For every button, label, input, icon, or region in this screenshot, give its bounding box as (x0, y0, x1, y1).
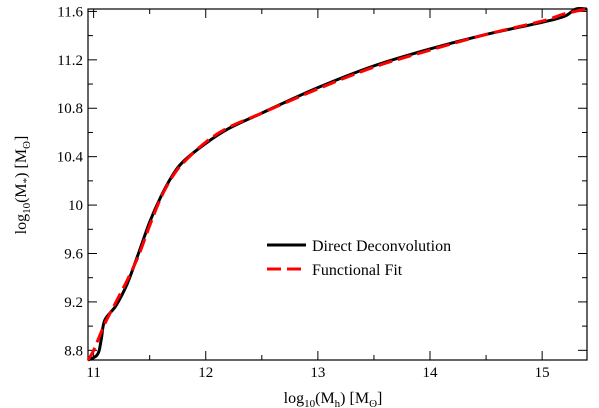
plot-area-frame (87, 8, 588, 361)
y-tick-label: 10.8 (57, 101, 83, 117)
y-tick-label: 10 (68, 198, 83, 214)
y-tick-label: 11.2 (57, 53, 83, 69)
x-tick-label: 13 (310, 365, 325, 381)
x-axis-label: log10(Mh) [Mʘ] (284, 390, 383, 408)
y-tick-label: 11.6 (57, 4, 83, 20)
series-line-direct-deconvolution (87, 6, 588, 362)
x-tick-label: 11 (86, 365, 100, 381)
y-tick-label: 9.2 (64, 295, 83, 311)
series-line-functional-fit (86, 7, 588, 361)
y-axis-label: log10(M*) [Mʘ] (13, 136, 33, 235)
x-tick-label: 14 (423, 365, 439, 381)
x-tick-label: 12 (198, 365, 213, 381)
x-tick-label: 15 (535, 365, 550, 381)
y-tick-label: 10.4 (57, 150, 84, 166)
series-lines (86, 6, 588, 362)
legend-label-functional-fit: Functional Fit (312, 262, 403, 279)
legend: Direct Deconvolution Functional Fit (267, 238, 451, 279)
y-tick-label: 9.6 (64, 246, 83, 262)
ticks: 11 12 13 14 15 8.8 9.2 9.6 10 10.4 10.8 11.2 11.6 (57, 4, 587, 381)
y-tick-label: 8.8 (64, 343, 83, 359)
legend-label-direct-deconvolution: Direct Deconvolution (312, 238, 451, 255)
